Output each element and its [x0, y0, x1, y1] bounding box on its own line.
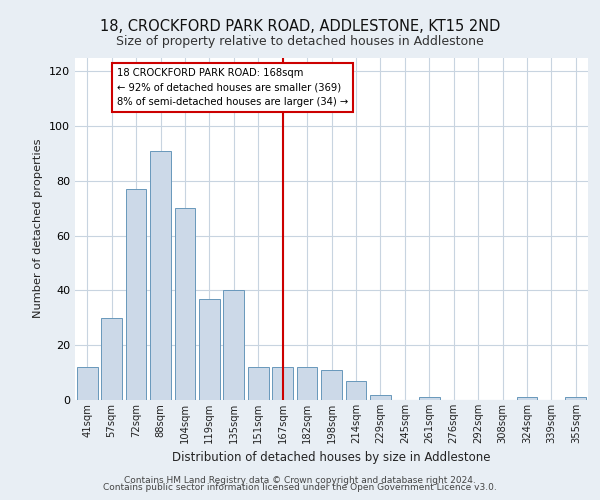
Y-axis label: Number of detached properties: Number of detached properties: [34, 139, 43, 318]
Bar: [272, 367, 293, 400]
Bar: [346, 381, 367, 400]
Text: Size of property relative to detached houses in Addlestone: Size of property relative to detached ho…: [116, 35, 484, 48]
X-axis label: Distribution of detached houses by size in Addlestone: Distribution of detached houses by size …: [172, 452, 491, 464]
Bar: [101, 318, 122, 400]
Bar: [125, 189, 146, 400]
Text: 18 CROCKFORD PARK ROAD: 168sqm
← 92% of detached houses are smaller (369)
8% of : 18 CROCKFORD PARK ROAD: 168sqm ← 92% of …: [116, 68, 348, 108]
Bar: [517, 398, 538, 400]
Text: 18, CROCKFORD PARK ROAD, ADDLESTONE, KT15 2ND: 18, CROCKFORD PARK ROAD, ADDLESTONE, KT1…: [100, 19, 500, 34]
Text: Contains HM Land Registry data © Crown copyright and database right 2024.: Contains HM Land Registry data © Crown c…: [124, 476, 476, 485]
Bar: [370, 394, 391, 400]
Bar: [419, 398, 440, 400]
Bar: [321, 370, 342, 400]
Bar: [175, 208, 196, 400]
Bar: [199, 298, 220, 400]
Bar: [248, 367, 269, 400]
Bar: [565, 398, 586, 400]
Bar: [150, 150, 171, 400]
Bar: [77, 367, 98, 400]
Bar: [296, 367, 317, 400]
Bar: [223, 290, 244, 400]
Text: Contains public sector information licensed under the Open Government Licence v3: Contains public sector information licen…: [103, 484, 497, 492]
